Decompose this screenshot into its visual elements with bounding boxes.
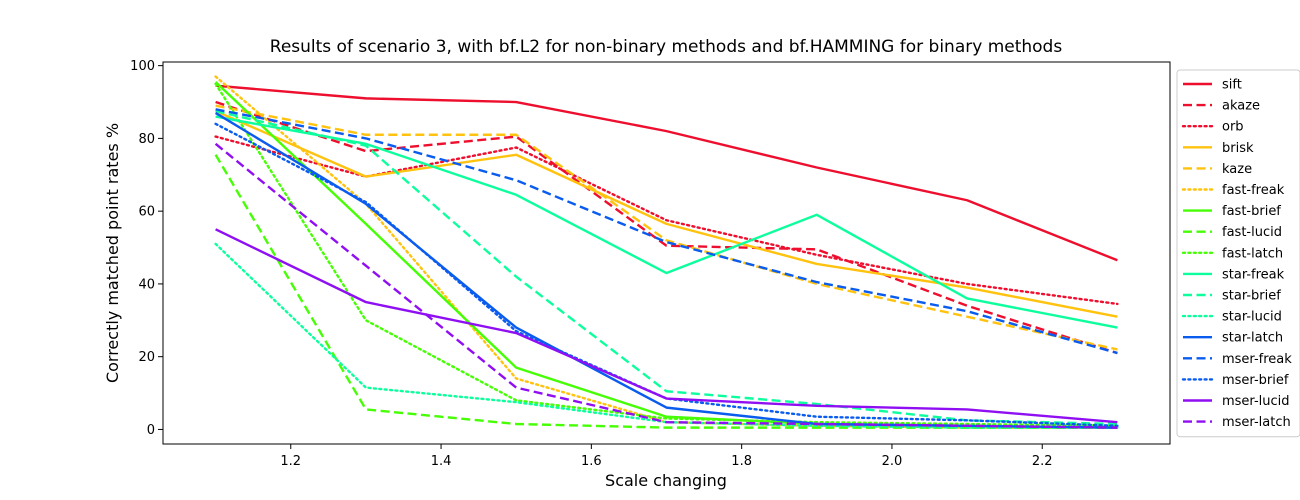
legend-label-star-freak: star-freak xyxy=(1222,267,1285,282)
legend-label-star-brief: star-brief xyxy=(1222,289,1281,304)
legend-label-mser-latch: mser-latch xyxy=(1222,415,1291,430)
series-layer xyxy=(214,75,1119,429)
y-tick-label: 60 xyxy=(138,205,155,220)
legend-label-star-latch: star-latch xyxy=(1222,331,1283,346)
y-tick-label: 40 xyxy=(138,277,155,292)
legend-label-brisk: brisk xyxy=(1222,141,1254,156)
series-line-brisk xyxy=(215,110,1118,318)
legend-label-fast-brief: fast-brief xyxy=(1222,204,1281,219)
series-line-sift xyxy=(215,84,1118,262)
series-line-mser-lucid xyxy=(215,228,1118,424)
plot-frame xyxy=(162,61,1171,445)
series-line-star-freak xyxy=(215,115,1118,329)
series-line-mser-freak xyxy=(215,108,1118,355)
legend-label-sift: sift xyxy=(1222,78,1242,93)
legend-label-akaze: akaze xyxy=(1222,99,1260,114)
x-tick-label: 2.0 xyxy=(882,454,903,469)
x-tick-label: 1.8 xyxy=(731,454,752,469)
legend-label-star-lucid: star-lucid xyxy=(1222,310,1282,325)
chart-title: Results of scenario 3, with bf.L2 for no… xyxy=(270,37,1063,57)
x-tick-label: 1.6 xyxy=(581,454,602,469)
x-tick-label: 1.2 xyxy=(280,454,301,469)
series-line-mser-latch xyxy=(214,142,1118,429)
x-axis-title: Scale changing xyxy=(605,471,727,490)
series-line-fast-latch xyxy=(214,82,1119,428)
plot-area xyxy=(163,62,1170,444)
y-tick-label: 80 xyxy=(138,132,155,147)
series-line-akaze xyxy=(215,100,1118,355)
ticks: 1.2 1.4 1.6 1.8 2.0 2.2 0 20 40 60 80 100 xyxy=(130,59,1052,469)
series-line-kaze xyxy=(215,104,1118,351)
y-tick-label: 0 xyxy=(147,423,155,438)
legend-label-fast-freak: fast-freak xyxy=(1222,183,1285,198)
y-tick-label: 100 xyxy=(130,59,155,74)
plot-background xyxy=(163,62,1170,444)
y-axis-title: Correctly matched point rates % xyxy=(103,123,122,383)
legend-label-fast-latch: fast-latch xyxy=(1222,246,1283,261)
legend: sift akaze orb brisk kaze fast-freak fast-brie… xyxy=(1176,69,1300,438)
x-tick-label: 1.4 xyxy=(431,454,452,469)
legend-label-mser-freak: mser-freak xyxy=(1222,352,1292,367)
legend-label-mser-brief: mser-brief xyxy=(1222,373,1289,388)
legend-label-fast-lucid: fast-lucid xyxy=(1222,225,1282,240)
legend-label-orb: orb xyxy=(1222,120,1244,135)
legend-box xyxy=(1176,69,1300,438)
legend-label-mser-lucid: mser-lucid xyxy=(1222,394,1290,409)
legend-label-kaze: kaze xyxy=(1222,162,1252,177)
x-tick-label: 2.2 xyxy=(1032,454,1053,469)
axes xyxy=(162,61,1171,445)
y-tick-label: 20 xyxy=(138,350,155,365)
